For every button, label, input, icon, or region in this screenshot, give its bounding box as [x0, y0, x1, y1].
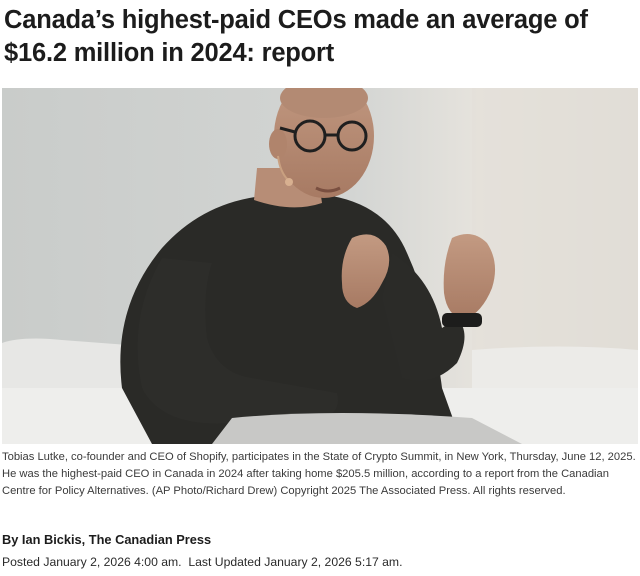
updated-label: Last Updated [188, 555, 261, 569]
dateline: Posted January 2, 2026 4:00 am. Last Upd… [2, 555, 402, 569]
photo-caption: Tobias Lutke, co-founder and CEO of Shop… [2, 451, 636, 497]
posted-date: January 2, 2026 4:00 am. [43, 555, 182, 569]
updated-date: January 2, 2026 5:17 am. [264, 555, 403, 569]
posted-label: Posted [2, 555, 40, 569]
photo-illustration [2, 88, 638, 444]
article-photo[interactable] [2, 88, 638, 444]
article-headline: Canada’s highest-paid CEOs made an avera… [4, 6, 588, 67]
byline: By Ian Bickis, The Canadian Press [2, 532, 212, 547]
